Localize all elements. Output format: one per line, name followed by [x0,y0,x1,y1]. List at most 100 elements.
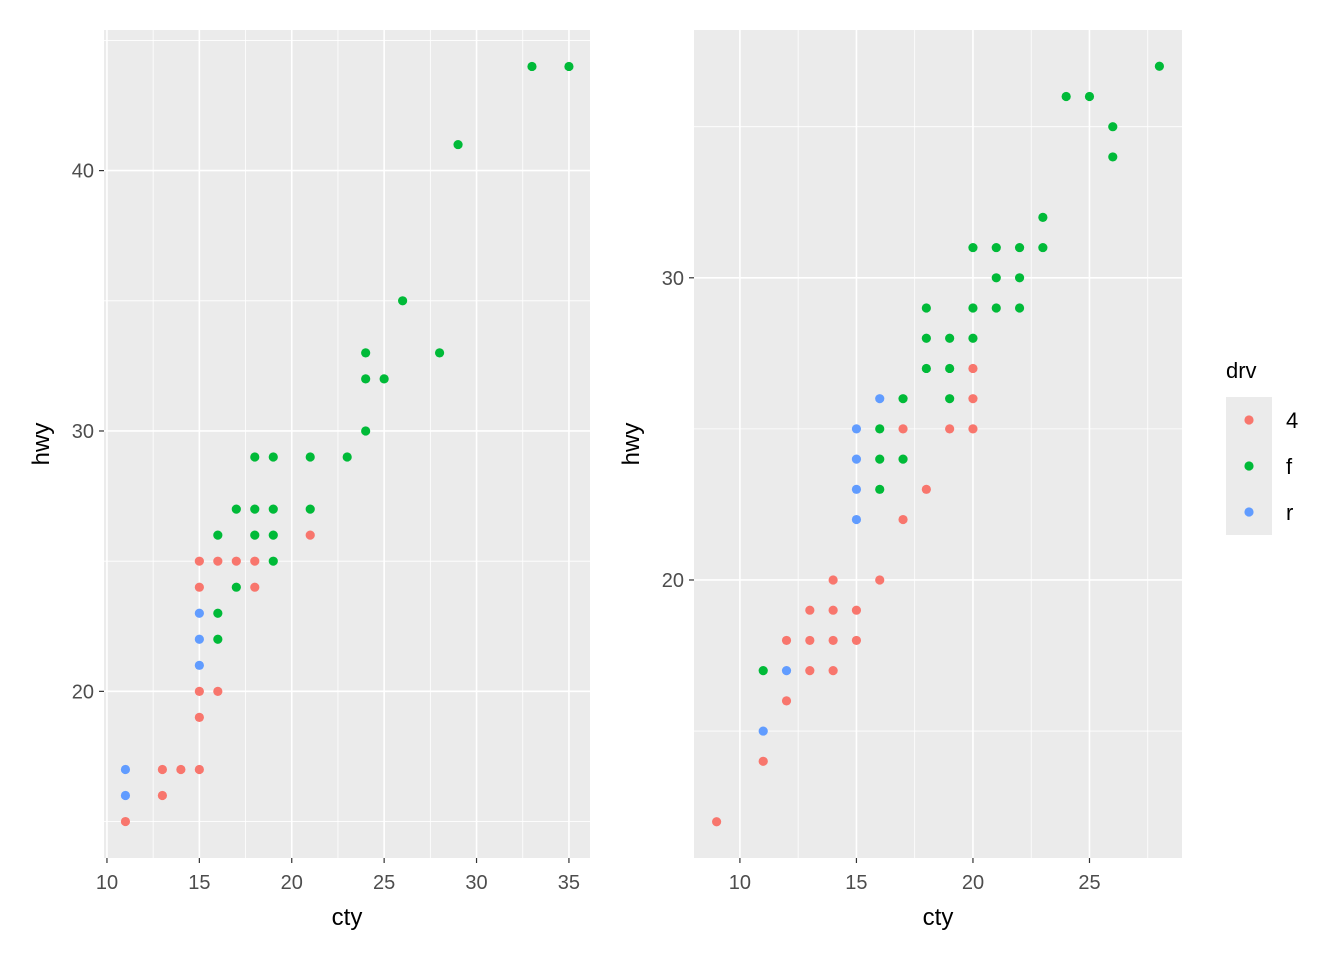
data-point-f [921,363,931,374]
data-point-4 [828,666,838,676]
data-point-f [250,530,260,540]
data-point-f [213,634,223,644]
data-point-f [434,348,445,358]
data-point-r [781,666,792,676]
x-tick-label: 25 [373,872,395,894]
data-point-4 [898,424,908,434]
data-point-4 [157,764,167,775]
data-point-f [875,484,885,494]
data-point-4 [828,575,838,585]
y-axis-title: hwy [28,423,55,466]
data-point-4 [231,556,241,566]
y-tick-label: 20 [72,681,94,703]
x-tick-label: 10 [729,872,751,894]
legend-label: f [1286,454,1293,479]
data-point-4 [194,764,204,775]
data-point-r [194,634,204,644]
data-point-r [851,424,862,434]
data-point-f [250,504,260,514]
data-point-f [1154,61,1164,71]
legend-point-f [1244,461,1254,471]
data-point-f [213,530,223,540]
data-point-f [268,556,278,566]
data-point-4 [851,635,862,646]
data-point-f [1108,122,1118,132]
data-point-f [1038,242,1048,253]
data-point-r [851,484,862,494]
y-axis-title: hwy [618,423,645,466]
data-point-4 [968,363,978,374]
data-point-4 [157,790,167,801]
data-point-f [1014,242,1025,253]
data-point-4 [250,556,260,566]
data-point-f [361,374,371,384]
legend-label: 4 [1286,408,1298,433]
y-tick-label: 20 [662,570,684,592]
data-point-f [921,333,931,343]
data-point-r [194,608,204,618]
data-point-f [945,363,955,374]
x-tick-label: 25 [1078,872,1100,894]
data-point-r [851,454,862,464]
data-point-f [1038,212,1048,222]
data-point-4 [194,686,204,696]
data-point-f [968,303,978,313]
data-point-f [945,333,955,343]
y-tick-label: 30 [662,268,684,290]
data-point-4 [213,556,223,566]
data-point-r [875,394,885,404]
data-point-4 [120,816,131,827]
data-point-r [851,514,862,525]
x-tick-label: 20 [281,872,303,894]
data-point-4 [805,635,815,646]
data-point-f [1084,91,1095,102]
legend-title: drv [1226,358,1257,383]
data-point-4 [758,756,768,766]
data-point-4 [968,394,978,404]
data-point-f [268,452,278,462]
data-point-r [758,726,768,736]
data-point-4 [712,817,722,827]
data-point-r [120,764,131,775]
x-tick-label: 15 [188,872,210,894]
data-point-4 [921,484,931,494]
data-point-r [194,660,204,670]
data-point-4 [828,605,838,615]
data-point-4 [194,556,204,566]
data-point-4 [828,635,838,646]
data-point-f [898,394,908,404]
data-point-f [1108,152,1118,162]
data-point-4 [851,605,862,615]
data-point-4 [194,582,204,592]
x-tick-label: 30 [465,872,487,894]
data-point-f [968,242,978,253]
data-point-4 [781,635,792,646]
data-point-4 [805,666,815,676]
data-point-f [361,426,371,436]
panel-1: 10 15 20 25 30 35 20 30 40 cty hwy [28,30,590,931]
data-point-4 [194,712,204,722]
data-point-4 [898,514,908,525]
data-point-f [758,666,768,676]
data-point-4 [781,696,792,706]
data-point-4 [250,582,260,592]
data-point-f [968,333,978,343]
data-point-f [527,61,537,72]
data-point-f [305,504,315,514]
x-tick-label: 15 [845,872,867,894]
data-point-4 [213,686,223,696]
data-point-f [991,303,1001,313]
x-tick-label: 20 [962,872,984,894]
panel-2: 10 15 20 25 20 30 cty hwy [618,30,1182,931]
data-point-f [250,452,260,462]
data-point-f [875,424,885,434]
x-axis-title: cty [923,904,954,931]
data-point-f [991,273,1001,283]
data-point-f [231,504,241,514]
data-point-f [945,394,955,404]
legend-point-4 [1244,415,1254,425]
data-point-f [342,452,352,462]
data-point-f [1061,91,1071,102]
data-point-f [991,242,1001,253]
